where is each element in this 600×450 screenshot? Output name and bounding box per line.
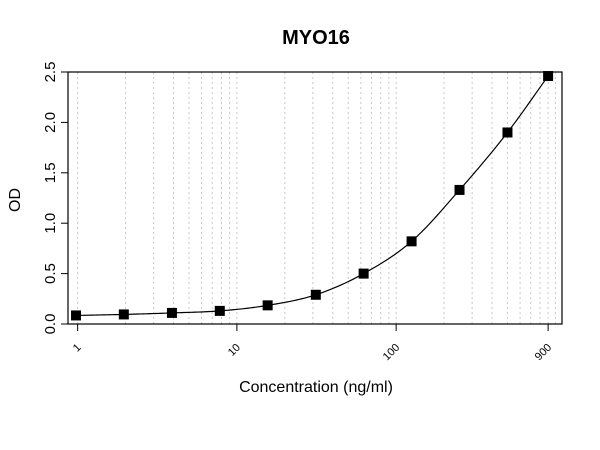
x-axis: 1 10 100 900 [71, 324, 554, 363]
data-point [502, 127, 513, 138]
grid [77, 72, 556, 324]
x-tick-label: 900 [533, 342, 554, 363]
data-point [406, 236, 417, 247]
y-axis: 0.0 0.5 1.0 1.5 2.0 2.5 [42, 62, 68, 335]
x-tick-label: 10 [226, 342, 243, 359]
data-point [358, 268, 369, 279]
fit-curve [76, 75, 549, 317]
data-point [262, 300, 273, 311]
plot-frame [67, 71, 563, 325]
y-tick-label: 2.0 [42, 112, 59, 133]
data-point [543, 71, 554, 82]
y-tick-label: 0.0 [42, 314, 59, 335]
points-layer [71, 71, 554, 321]
data-point [118, 309, 129, 320]
x-tick-label: 1 [71, 342, 84, 355]
data-point [454, 184, 465, 195]
y-tick-label: 0.5 [42, 263, 59, 284]
data-point [166, 307, 177, 318]
y-tick-label: 2.5 [42, 62, 59, 83]
y-tick-label: 1.0 [42, 213, 59, 234]
data-point [310, 289, 321, 300]
data-point [214, 305, 225, 316]
fit-curve-layer [76, 75, 549, 317]
data-point [71, 310, 82, 321]
y-tick-label: 1.5 [42, 162, 59, 183]
chart-title: MYO16 [282, 27, 350, 49]
x-axis-label: Concentration (ng/ml) [239, 379, 393, 396]
x-tick-label: 100 [381, 342, 402, 363]
y-axis-label: OD [7, 188, 24, 212]
